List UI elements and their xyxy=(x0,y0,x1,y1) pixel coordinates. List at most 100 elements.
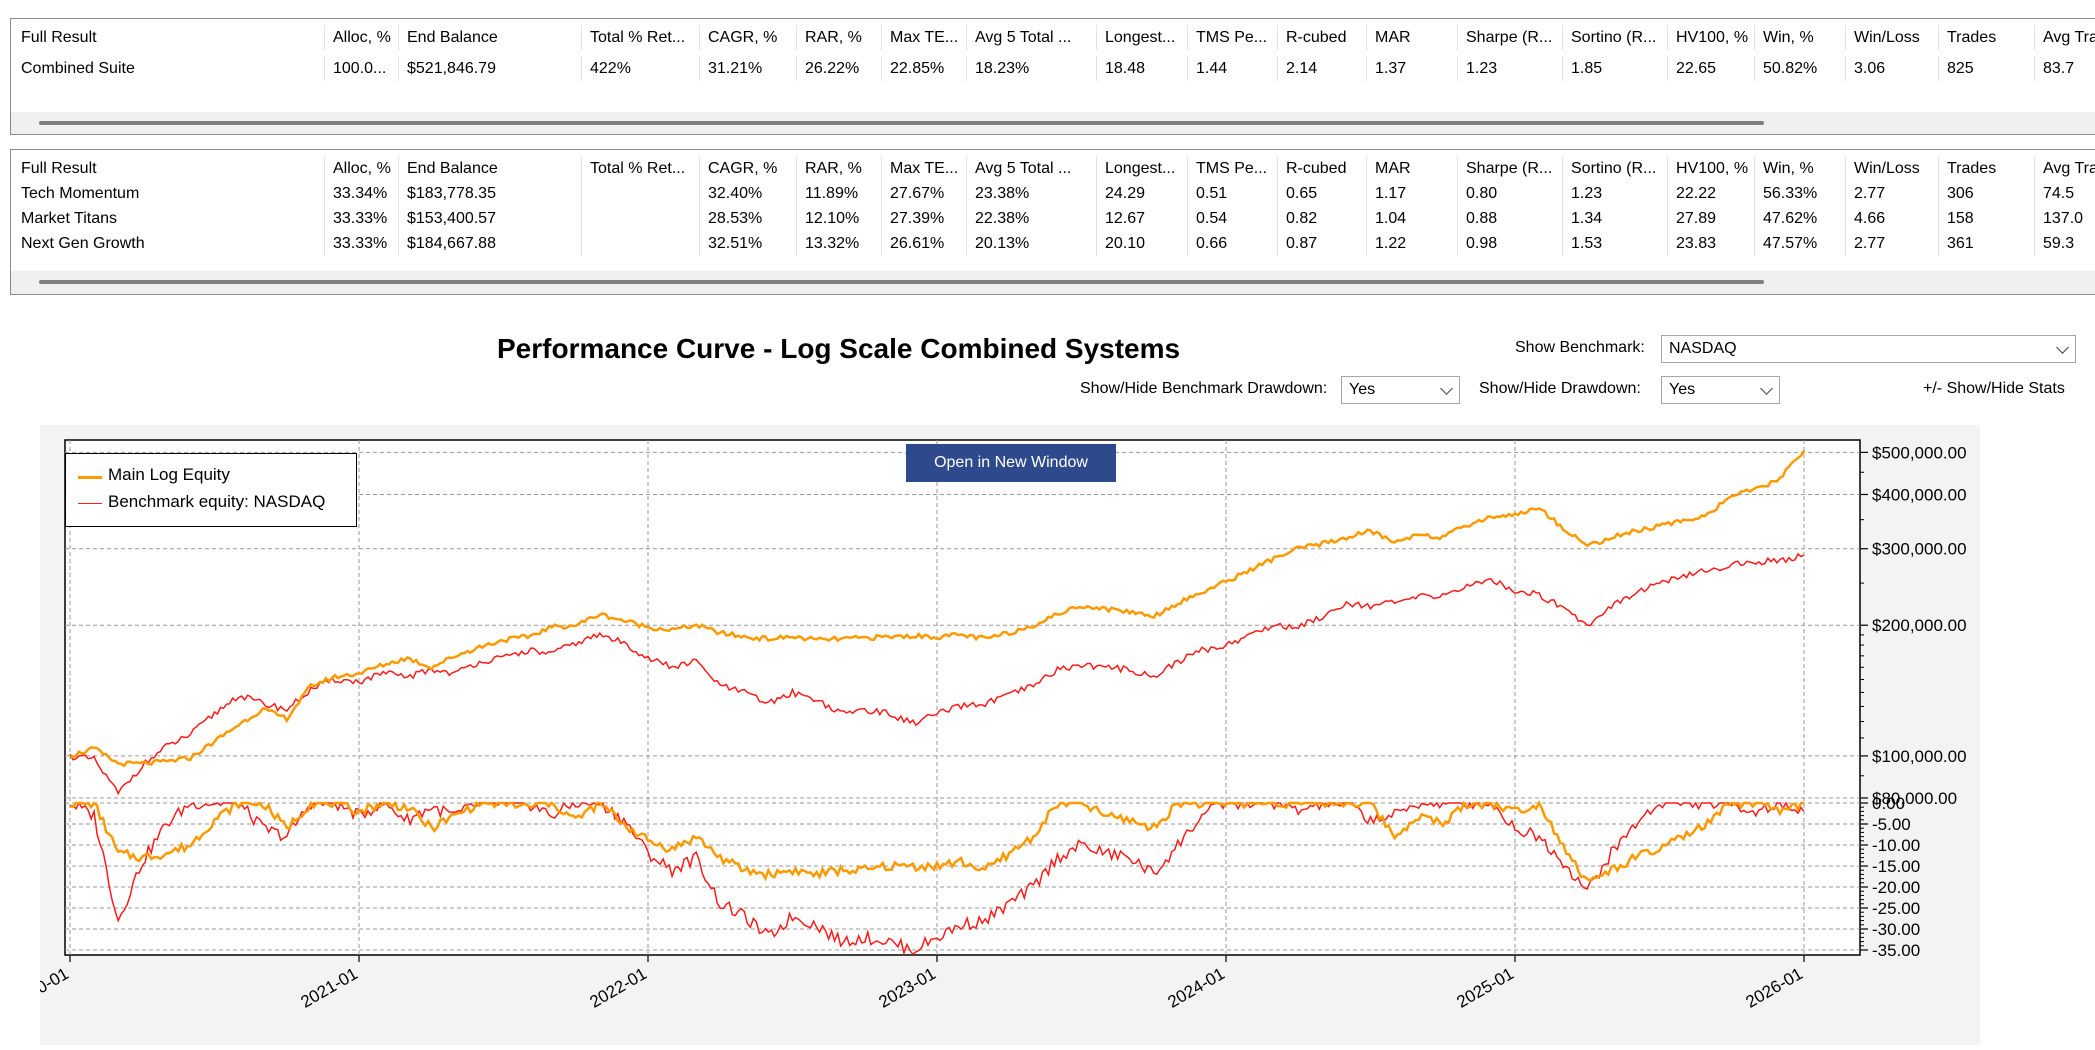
grid-header-row: Full Result Alloc, % End Balance Total % Re… xyxy=(11,25,2095,50)
column-header[interactable]: RAR, % xyxy=(796,25,881,50)
systems-grid-hscrollbar[interactable] xyxy=(11,271,2095,293)
column-header[interactable]: Win, % xyxy=(1754,25,1845,50)
table-cell: 74.5 xyxy=(2034,181,2095,206)
drawdown-select[interactable]: Yes xyxy=(1661,376,1780,404)
table-row[interactable]: Combined Suite 100.0... $521,846.79 422% 31.… xyxy=(11,56,2095,81)
column-header[interactable]: R-cubed xyxy=(1277,156,1366,181)
legend-equity-label: Main Log Equity xyxy=(108,465,230,484)
benchmark-drawdown-value: Yes xyxy=(1349,381,1376,398)
column-header[interactable]: Sortino (R... xyxy=(1562,25,1667,50)
column-header[interactable]: Win/Loss xyxy=(1845,25,1938,50)
column-header[interactable]: CAGR, % xyxy=(699,156,796,181)
column-header[interactable]: TMS Pe... xyxy=(1187,25,1277,50)
table-cell: 22.65 xyxy=(1667,56,1754,81)
table-cell: 22.85% xyxy=(881,56,966,81)
table-cell: Combined Suite xyxy=(21,60,135,77)
table-cell: 83.7 xyxy=(2034,56,2095,81)
table-cell: 1.53 xyxy=(1562,231,1667,256)
grid-header-row: Full Result Alloc, % End Balance Total % Re… xyxy=(11,156,2095,181)
table-cell: 1.23 xyxy=(1457,56,1562,81)
table-cell: 18.48 xyxy=(1096,56,1187,81)
table-cell: 27.89 xyxy=(1667,206,1754,231)
table-cell: 137.0 xyxy=(2034,206,2095,231)
chart-area: 2020-01 2021-01 2022-01 2023-01 2024-01 2025-… xyxy=(40,425,1980,1045)
column-header[interactable]: Avg Tra... xyxy=(2034,25,2095,50)
column-header[interactable]: Max TE... xyxy=(881,25,966,50)
table-row[interactable]: Market Titans 33.33% $153,400.57 28.53% 12.1… xyxy=(11,206,2095,231)
table-cell: 1.34 xyxy=(1562,206,1667,231)
column-header[interactable]: Win, % xyxy=(1754,156,1845,181)
column-header[interactable]: MAR xyxy=(1366,25,1457,50)
show-hide-stats-link[interactable]: +/- Show/Hide Stats xyxy=(1923,380,2065,397)
column-header[interactable]: Win/Loss xyxy=(1845,156,1938,181)
table-cell: 1.22 xyxy=(1366,231,1457,256)
column-header[interactable]: Alloc, % xyxy=(324,156,398,181)
column-header[interactable]: RAR, % xyxy=(796,156,881,181)
column-header[interactable]: Longest... xyxy=(1096,25,1187,50)
table-cell: 32.51% xyxy=(699,231,796,256)
scrollbar-thumb[interactable] xyxy=(39,280,1764,284)
column-header[interactable]: Trades xyxy=(1938,25,2034,50)
table-cell: 0.51 xyxy=(1187,181,1277,206)
table-cell: $153,400.57 xyxy=(398,206,581,231)
open-in-new-window-button[interactable]: Open in New Window xyxy=(906,444,1116,482)
table-cell xyxy=(581,206,699,231)
table-cell: 158 xyxy=(1938,206,2034,231)
column-header[interactable]: End Balance xyxy=(398,156,581,181)
column-header[interactable]: Alloc, % xyxy=(324,25,398,50)
table-cell: 12.10% xyxy=(796,206,881,231)
table-cell: 1.17 xyxy=(1366,181,1457,206)
column-header[interactable]: Longest... xyxy=(1096,156,1187,181)
column-header[interactable]: Trades xyxy=(1938,156,2034,181)
table-cell: 20.10 xyxy=(1096,231,1187,256)
drawdown-value: Yes xyxy=(1669,381,1696,398)
benchmark-drawdown-select[interactable]: Yes xyxy=(1341,376,1460,404)
table-row[interactable]: Tech Momentum 33.34% $183,778.35 32.40% 11.8… xyxy=(11,181,2095,206)
column-header[interactable]: Sharpe (R... xyxy=(1457,156,1562,181)
performance-chart: 2020-01 2021-01 2022-01 2023-01 2024-01 2025-… xyxy=(40,439,1967,1012)
table-cell: 13.32% xyxy=(796,231,881,256)
column-header[interactable]: HV100, % xyxy=(1667,156,1754,181)
table-cell: 1.85 xyxy=(1562,56,1667,81)
y-tick-label: $200,000.00 xyxy=(1872,616,1967,635)
y-tick-label: -25.00 xyxy=(1872,899,1920,918)
legend-equity-swatch xyxy=(78,476,102,479)
table-cell: 28.53% xyxy=(699,206,796,231)
column-header[interactable]: Avg 5 Total ... xyxy=(966,156,1096,181)
summary-grid-body: Full Result Alloc, % End Balance Total % Re… xyxy=(11,19,2095,114)
table-cell: 47.62% xyxy=(1754,206,1845,231)
y-tick-label: $500,000.00 xyxy=(1872,443,1967,462)
equity-drawdown-line xyxy=(69,800,1804,882)
table-row[interactable]: Next Gen Growth 33.33% $184,667.88 32.51% 13… xyxy=(11,231,2095,256)
column-header[interactable]: TMS Pe... xyxy=(1187,156,1277,181)
column-header[interactable]: Avg 5 Total ... xyxy=(966,25,1096,50)
benchmark-select[interactable]: NASDAQ xyxy=(1661,335,2076,363)
table-cell: 26.61% xyxy=(881,231,966,256)
column-header[interactable]: Sharpe (R... xyxy=(1457,25,1562,50)
y-tick-label: -35.00 xyxy=(1872,941,1920,960)
column-header[interactable]: Avg Tra... xyxy=(2034,156,2095,181)
table-cell xyxy=(581,231,699,256)
column-header[interactable]: Total % Ret... xyxy=(581,156,699,181)
summary-results-grid: Full Result Alloc, % End Balance Total % Re… xyxy=(10,18,2095,135)
column-header[interactable]: Sortino (R... xyxy=(1562,156,1667,181)
column-header[interactable]: MAR xyxy=(1366,156,1457,181)
y-tick-label: -20.00 xyxy=(1872,878,1920,897)
scrollbar-thumb[interactable] xyxy=(39,121,1764,125)
chart-title: Performance Curve - Log Scale Combined S… xyxy=(497,333,1181,364)
table-cell: 2.14 xyxy=(1277,56,1366,81)
column-header[interactable]: Full Result xyxy=(21,29,97,46)
column-header[interactable]: CAGR, % xyxy=(699,25,796,50)
column-header[interactable]: Total % Ret... xyxy=(581,25,699,50)
table-cell: 47.57% xyxy=(1754,231,1845,256)
table-cell: 0.66 xyxy=(1187,231,1277,256)
column-header[interactable]: Max TE... xyxy=(881,156,966,181)
table-cell: 12.67 xyxy=(1096,206,1187,231)
column-header[interactable]: Full Result xyxy=(21,160,97,177)
summary-grid-hscrollbar[interactable] xyxy=(11,112,2095,134)
column-header[interactable]: R-cubed xyxy=(1277,25,1366,50)
x-tick-label: 2022-01 xyxy=(586,964,650,1012)
benchmark-select-value: NASDAQ xyxy=(1669,340,1737,357)
column-header[interactable]: HV100, % xyxy=(1667,25,1754,50)
column-header[interactable]: End Balance xyxy=(398,25,581,50)
